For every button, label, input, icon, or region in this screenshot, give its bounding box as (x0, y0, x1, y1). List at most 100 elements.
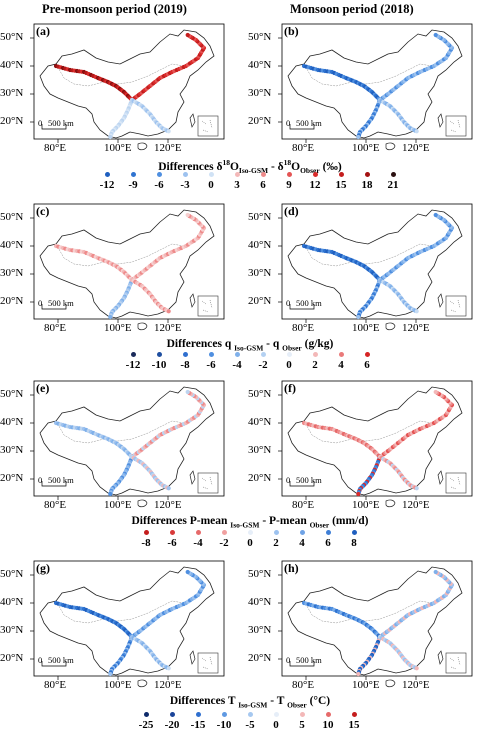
route-southeast (129, 97, 171, 134)
legend-item: 0 (276, 352, 302, 371)
south-china-sea-inset (445, 472, 467, 494)
panel-label: (g) (36, 561, 50, 575)
legend-item: -10 (146, 352, 172, 371)
latitude-tick-label: 30°N (0, 444, 24, 456)
china-map-svg (278, 203, 473, 331)
legend-swatch (156, 352, 162, 357)
legend-swatch (390, 172, 396, 177)
map-panel-c: (c) 50°N 40°N 30°N 20°N 80°E 100°E 120°E 0 500 km (0, 198, 230, 334)
scale-bar-distance: 500 km (296, 118, 322, 128)
longitude-tick-label: 100°E (104, 679, 132, 691)
longitude-tick-label: 80°E (44, 142, 67, 154)
legend-item: 10 (315, 712, 341, 731)
scale-bar-distance: 500 km (296, 475, 322, 485)
province-border (303, 61, 445, 87)
scale-bar-zero: 0 (286, 298, 291, 308)
legend-d18o: -12 -9 -6 -3 0 3 6 9 12 15 18 21 (0, 172, 500, 200)
map-frame (281, 380, 473, 497)
legend-swatch (130, 352, 136, 357)
legend-item: 0 (237, 530, 263, 549)
legend-value: -20 (164, 719, 180, 731)
legend-swatch (260, 172, 266, 177)
legend-swatch (312, 352, 318, 357)
legend-value: 0 (247, 537, 253, 549)
province-border (55, 61, 197, 87)
legend-value: -10 (216, 719, 232, 731)
legend-swatch (247, 712, 253, 717)
legend-item: -25 (133, 712, 159, 731)
legend-item: 0 (198, 172, 224, 191)
legend-item: -10 (211, 712, 237, 731)
map-frame (33, 560, 225, 677)
legend-value: 12 (309, 179, 321, 191)
map-panel-d: (d) 50°N 40°N 30°N 20°N 80°E 100°E 120°E 0 500 km (248, 198, 478, 334)
latitude-tick-label: 20°N (248, 472, 272, 484)
scale-bar-distance: 500 km (48, 298, 74, 308)
panel-label: (h) (284, 561, 299, 575)
legend-item: -6 (159, 530, 185, 549)
scale-bar-zero: 0 (38, 475, 43, 485)
scale-bar-zero: 0 (286, 655, 291, 665)
latitude-tick-label: 20°N (248, 115, 272, 127)
latitude-tick-label: 30°N (0, 87, 24, 99)
observation-point (414, 309, 419, 314)
route-northeast (377, 569, 455, 640)
scale-bar-distance: 500 km (48, 655, 74, 665)
latitude-tick-label: 50°N (0, 211, 24, 223)
hainan-island (137, 142, 148, 151)
legend-value: 3 (234, 179, 240, 191)
south-china-sea-inset (197, 115, 219, 137)
route-northwest (53, 63, 133, 101)
taiwan-island (189, 113, 196, 128)
south-china-sea-inset (197, 652, 219, 674)
legend-swatch (286, 352, 292, 357)
china-outline (287, 386, 463, 496)
route-south (356, 97, 383, 140)
legend-item: -12 (94, 172, 120, 191)
taiwan-island (189, 470, 196, 485)
legend-swatch (195, 712, 201, 717)
legend-item: 2 (263, 530, 289, 549)
latitude-tick-label: 40°N (0, 239, 24, 251)
taiwan-island (189, 650, 196, 665)
legend-value: 0 (286, 359, 292, 371)
route-southeast (377, 634, 419, 671)
legend-value: 0 (273, 719, 279, 731)
observation-point (433, 569, 438, 575)
longitude-tick-label: 80°E (44, 679, 67, 691)
legend-swatch (143, 712, 149, 717)
observation-point (433, 389, 438, 395)
route-south (108, 454, 135, 497)
latitude-tick-label: 40°N (248, 239, 272, 251)
map-frame (33, 23, 225, 140)
china-outline (39, 29, 215, 139)
china-map-svg (278, 380, 473, 508)
route-northeast (129, 389, 207, 460)
route-south (356, 454, 383, 497)
legend-item: -2 (250, 352, 276, 371)
route-northwest (301, 63, 381, 101)
china-map-svg (278, 560, 473, 688)
map-frame (33, 203, 225, 320)
legend-value: 6 (364, 359, 370, 371)
legend-value: 6 (260, 179, 266, 191)
legend-value: 9 (286, 179, 292, 191)
legend-item: -4 (224, 352, 250, 371)
legend-value: -8 (180, 359, 190, 371)
scale-bar (41, 124, 67, 130)
longitude-tick-label: 100°E (352, 499, 380, 511)
longitude-tick-label: 120°E (402, 499, 430, 511)
latitude-tick-label: 40°N (248, 59, 272, 71)
province-border (55, 598, 197, 624)
panel-label: (c) (36, 204, 50, 218)
route-south (108, 277, 135, 320)
china-outline (287, 29, 463, 139)
legend-swatch (299, 712, 305, 717)
route-southeast (129, 277, 171, 314)
route-south (356, 277, 383, 320)
observation-point (108, 491, 113, 497)
panel-label: (a) (36, 24, 50, 38)
legend-swatch (338, 172, 344, 177)
legend-value: -25 (138, 719, 154, 731)
route-south (108, 634, 135, 677)
